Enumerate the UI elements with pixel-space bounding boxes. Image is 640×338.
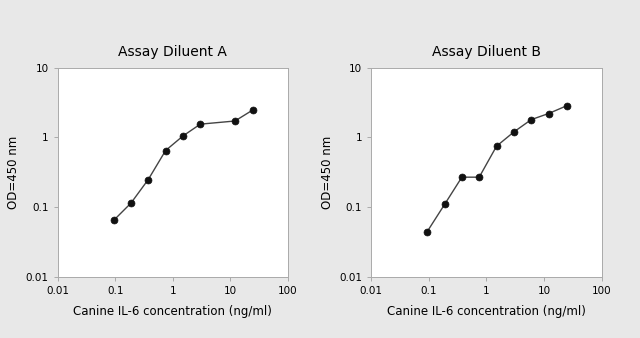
Title: Assay Diluent A: Assay Diluent A	[118, 46, 227, 59]
Y-axis label: OD=450 nm: OD=450 nm	[7, 136, 20, 209]
Y-axis label: OD=450 nm: OD=450 nm	[321, 136, 333, 209]
Title: Assay Diluent B: Assay Diluent B	[432, 46, 541, 59]
X-axis label: Canine IL-6 concentration (ng/ml): Canine IL-6 concentration (ng/ml)	[74, 305, 272, 317]
X-axis label: Canine IL-6 concentration (ng/ml): Canine IL-6 concentration (ng/ml)	[387, 305, 586, 317]
